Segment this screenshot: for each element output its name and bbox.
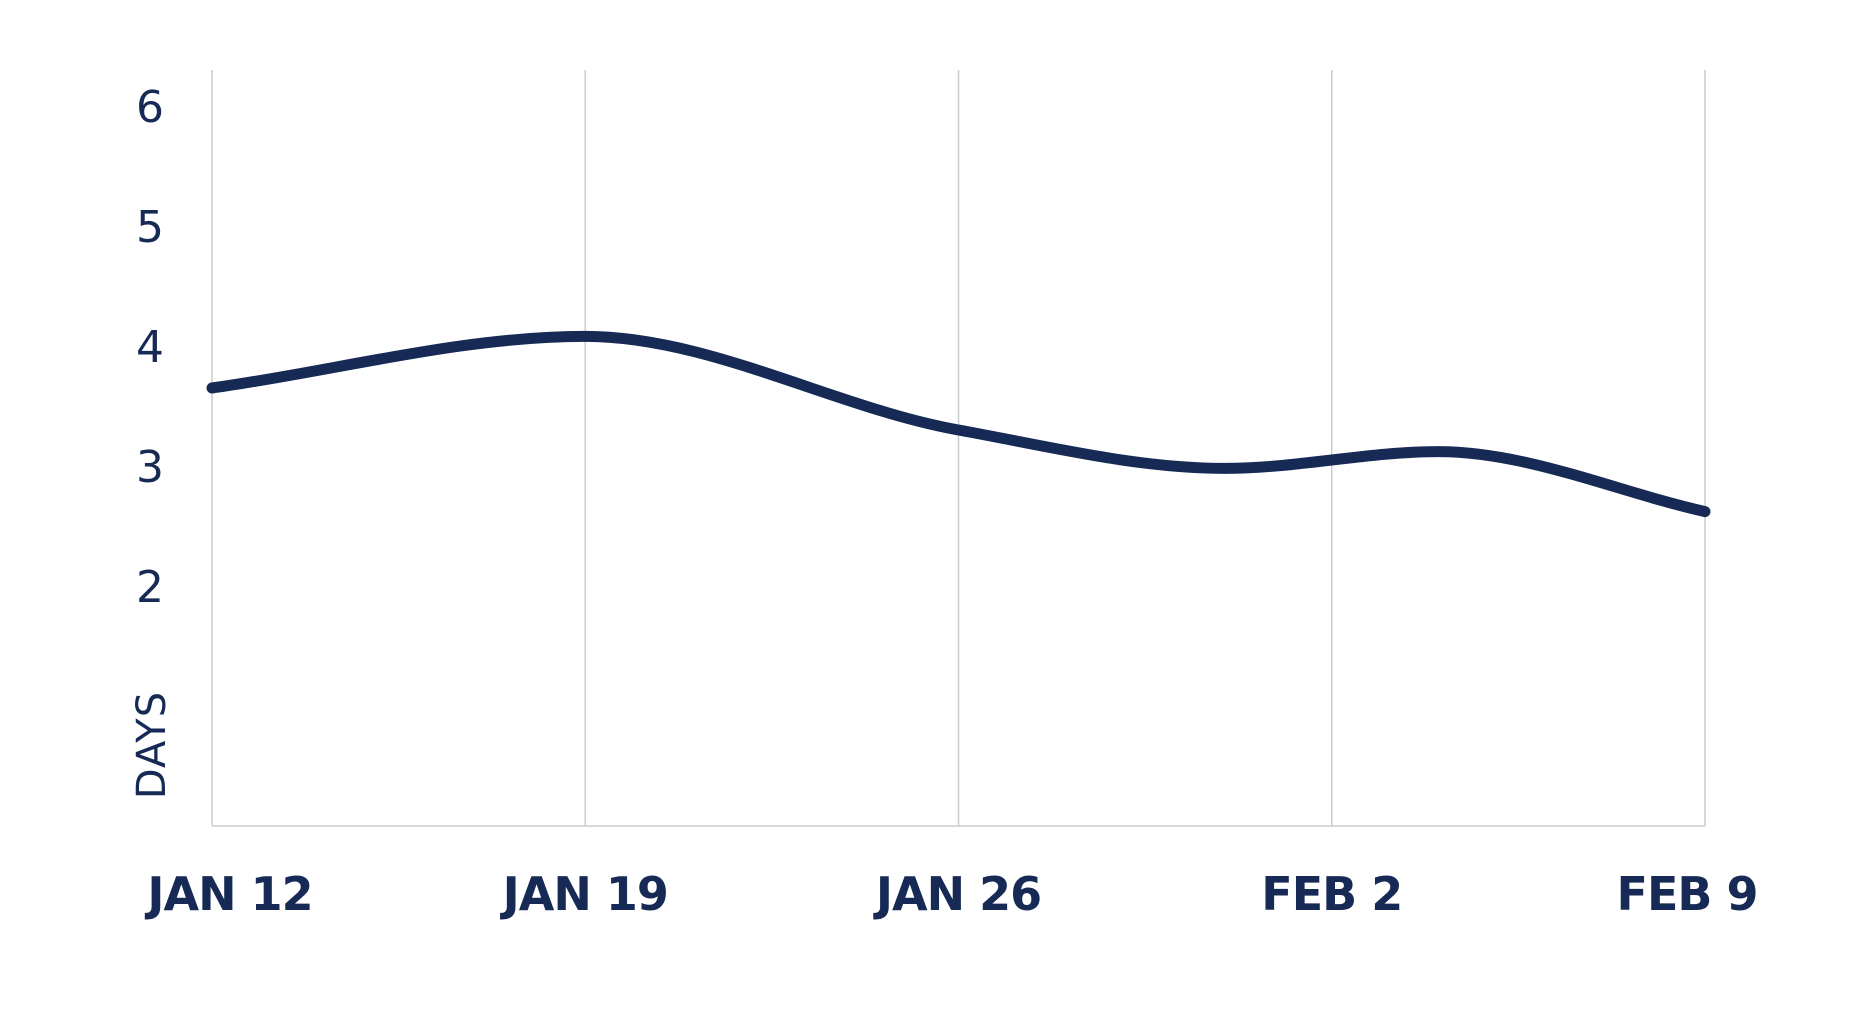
grid-lines xyxy=(211,70,1706,826)
x-tick-label-1: JAN 19 xyxy=(500,867,668,921)
y-tick-label-4: 4 xyxy=(136,322,164,373)
y-tick-label-3: 3 xyxy=(136,442,164,493)
x-tick-label-0: JAN 12 xyxy=(144,867,312,921)
series-lines xyxy=(206,330,1711,518)
x-tick-labels: JAN 12 JAN 19 JAN 26 FEB 2 FEB 9 xyxy=(144,867,1758,921)
y-tick-label-2: 2 xyxy=(136,562,164,613)
y-tick-labels: 2 3 4 5 6 xyxy=(136,82,164,613)
y-axis-title: DAYS xyxy=(129,691,175,799)
series-line-0 xyxy=(206,330,1711,518)
y-tick-label-6: 6 xyxy=(136,82,164,133)
x-tick-label-4: FEB 9 xyxy=(1617,867,1758,921)
x-tick-label-2: JAN 26 xyxy=(873,867,1041,921)
y-tick-label-5: 5 xyxy=(136,202,164,253)
x-tick-label-3: FEB 2 xyxy=(1261,867,1402,921)
